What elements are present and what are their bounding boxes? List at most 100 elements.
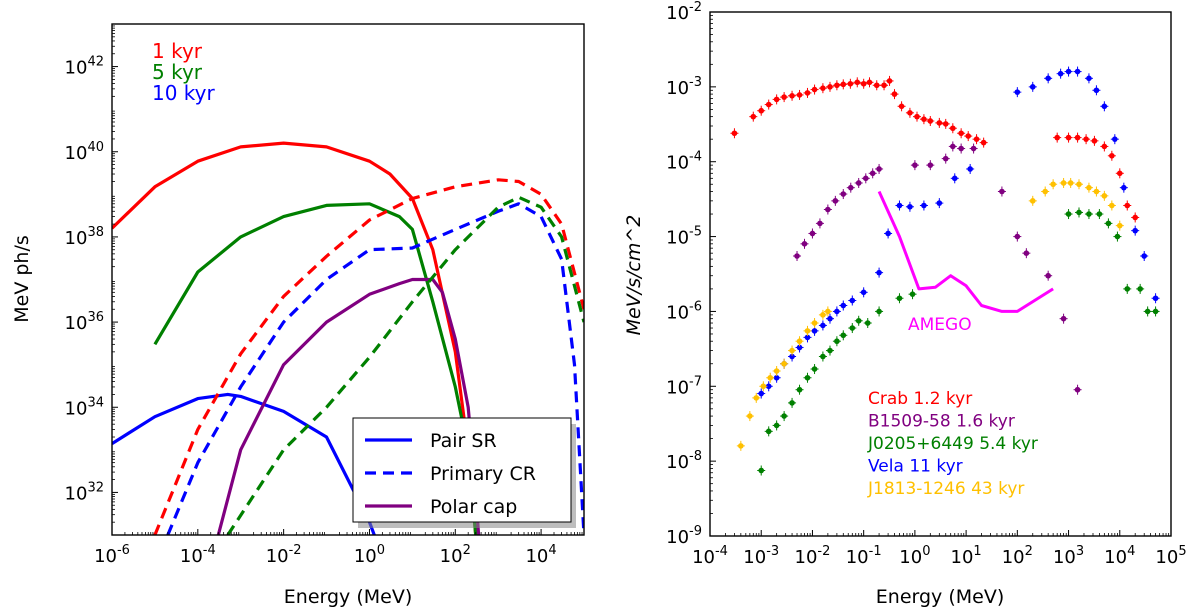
data-point-J0205+6449 [1137, 286, 1143, 292]
data-point-Vela [1029, 84, 1036, 90]
data-point-J0205+6449 [840, 332, 847, 339]
data-point-Vela [1065, 68, 1072, 75]
left-chart: 10-6 10-4 10-2 100 102 1041032103410361038104… [11, 23, 585, 608]
chart_data.0.xticks.5-exp: 4 [548, 543, 556, 558]
chart_data.1.yticks.0-base: 10 [666, 527, 689, 548]
data-point-J1813-1246 [767, 374, 774, 381]
right-chart: AMEGO 10-4 10-3 10-2 10-1 100 101 102 103 104 105… [623, 0, 1187, 608]
data-point-J1813-1246 [1086, 184, 1092, 191]
chart_data.0.yticks.0-base: 10 [65, 483, 88, 504]
data-point-Vela [789, 353, 795, 360]
chart_data.0.yticks.2-base: 10 [65, 313, 88, 334]
data-point-B1509-58 [912, 162, 918, 168]
data-point-Crab [758, 107, 765, 114]
data-point-B1509-58 [869, 170, 876, 177]
left-axis-ticks: 10-6 10-4 10-2 100 102 1041032103410361038104… [65, 25, 583, 567]
y-tick-label: 10-8 [666, 449, 702, 473]
x-tick-label: 105 [1155, 544, 1186, 568]
source-label: J0205+6449 5.4 kyr [867, 434, 1038, 454]
y-tick-label: 1038 [65, 225, 104, 249]
data-point-J1813-1246 [1042, 188, 1049, 195]
data-point-B1509-58 [825, 206, 831, 213]
data-point-Vela [907, 203, 913, 210]
data-point-B1509-58 [999, 188, 1005, 195]
chart_data.1.xticks.7-base: 10 [1053, 547, 1076, 568]
source-label: B1509-58 1.6 kyr [868, 412, 1015, 432]
data-point-J0205+6449 [773, 422, 780, 429]
chart_data.1.xticks.0-exp: -4 [715, 544, 728, 559]
x-tick-label: 10-2 [795, 544, 831, 568]
data-point-B1509-58 [794, 253, 800, 259]
data-point-Crab [827, 84, 833, 90]
data-point-J0205+6449 [876, 308, 882, 315]
y-tick-label: 1042 [65, 55, 104, 79]
left-legend: Pair SR Primary CR Polar cap [352, 417, 576, 528]
chart_data.0.yticks.0-exp: 32 [87, 480, 104, 495]
chart_data.1.xticks.4-exp: 0 [922, 544, 930, 559]
data-point-Crab [1091, 138, 1098, 144]
data-point-Vela [1112, 136, 1118, 142]
right-series-group: AMEGO [730, 66, 1160, 476]
x-tick-label: 10-1 [846, 544, 882, 568]
chart_data.0.yticks.1-base: 10 [65, 398, 88, 419]
data-point-J0205+6449 [1096, 211, 1103, 217]
source-label: J1813-1246 43 kyr [867, 479, 1024, 499]
data-point-Vela [1132, 227, 1138, 234]
data-point-J1813-1246 [1029, 198, 1036, 204]
data-point-Crab [750, 113, 757, 120]
chart_data.1.xticks.7-exp: 3 [1076, 544, 1084, 559]
data-point-J0205+6449 [896, 295, 903, 302]
data-point-Crab [1124, 202, 1131, 209]
data-point-Vela [796, 344, 803, 351]
data-point-J0205+6449 [765, 428, 772, 435]
chart_data.1.yticks.5-exp: -4 [689, 150, 702, 165]
data-point-J0205+6449 [834, 338, 840, 345]
x-tick-label: 102 [440, 543, 471, 567]
data-point-J0205+6449 [1152, 308, 1159, 315]
data-point-Vela [1121, 184, 1127, 191]
data-point-J0205+6449 [849, 325, 856, 331]
data-point-J1813-1246 [796, 338, 803, 345]
chart_data.1.yticks.2-base: 10 [666, 377, 689, 398]
chart_data.0.yticks.4-exp: 40 [87, 140, 104, 155]
data-point-Crab [980, 139, 987, 146]
data-point-Crab [840, 81, 847, 88]
chart_data.1.yticks.1-exp: -8 [689, 449, 702, 464]
data-point-J1813-1246 [1116, 222, 1123, 229]
data-point-Crab [873, 82, 880, 89]
chart_data.1.xticks.6-base: 10 [1002, 547, 1025, 568]
x-tick-label: 10-3 [743, 544, 779, 568]
chart_data.0.xticks.3-base: 10 [354, 546, 377, 567]
x-tick-label: 103 [1053, 544, 1084, 568]
data-point-Crab [796, 92, 803, 98]
data-point-Crab [866, 79, 873, 86]
data-point-J1813-1246 [760, 383, 767, 390]
data-point-J1813-1246 [811, 320, 818, 326]
chart_data.1.xticks.9-exp: 5 [1178, 544, 1186, 559]
data-point-J0205+6449 [1076, 209, 1082, 216]
data-point-Crab [973, 136, 980, 142]
data-point-J1813-1246 [789, 347, 795, 354]
right-plot-frame [709, 11, 1172, 537]
data-point-B1509-58 [1074, 386, 1081, 393]
left-series-line-5 [166, 202, 584, 535]
data-point-Vela [820, 322, 826, 329]
data-point-Crab [860, 80, 867, 87]
age-label: 5 kyr [152, 60, 203, 84]
data-point-Crab [958, 130, 964, 137]
chart_data.0.xticks.5-base: 10 [525, 546, 548, 567]
data-point-Vela [921, 202, 927, 209]
left-x-axis-label: Energy (MeV) [284, 586, 412, 608]
data-point-J0205+6449 [758, 467, 765, 474]
data-point-Crab [898, 103, 905, 110]
data-point-Crab [1074, 134, 1081, 141]
data-point-Crab [881, 82, 887, 89]
chart_data.1.yticks.7-base: 10 [666, 3, 689, 24]
chart_data.0.yticks.3-exp: 38 [87, 225, 104, 240]
data-point-B1509-58 [876, 166, 882, 172]
data-point-J1813-1246 [738, 443, 744, 449]
chart_data.1.yticks.1-base: 10 [666, 452, 689, 473]
left-y-axis-label: MeV ph/s [11, 235, 33, 323]
